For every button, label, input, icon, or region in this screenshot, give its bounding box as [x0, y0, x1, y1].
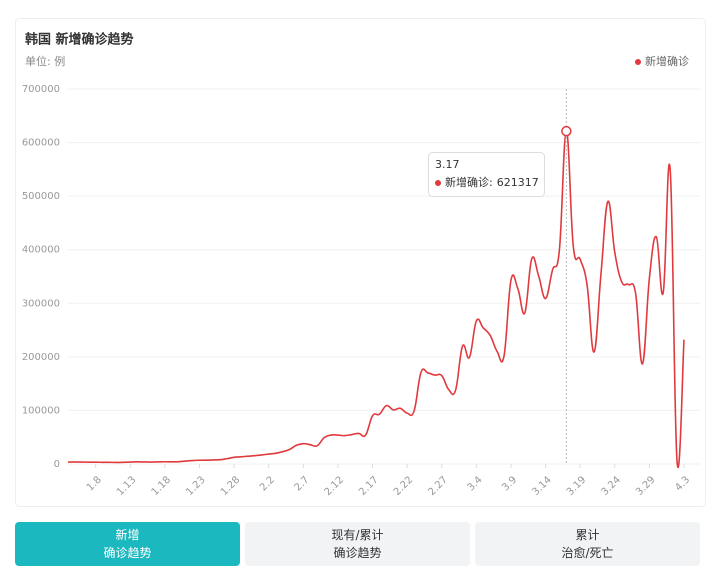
tab[interactable]: 现有/累计确诊趋势 [245, 522, 470, 566]
y-tick-label: 0 [54, 459, 60, 470]
chart: 韩国 新增确诊趋势 单位: 例 0 100000 200000 300000 40000… [15, 18, 706, 507]
tab-label: 新增 [115, 528, 140, 542]
y-tick-label: 300000 [22, 298, 60, 309]
tooltip-value: 621317 [497, 176, 539, 189]
chart-subtitle: 单位: 例 [25, 54, 65, 68]
legend-label: 新增确诊 [645, 54, 689, 68]
tooltip-title: 3.17 [435, 158, 460, 171]
tooltip-text: 新增确诊: 621317 [445, 175, 539, 189]
tab-label: 现有/累计 [331, 528, 384, 542]
y-tick-label: 700000 [22, 84, 60, 95]
tooltip-label: 新增确诊: [445, 175, 493, 189]
legend-dot [635, 59, 641, 65]
tab-label: 确诊趋势 [333, 546, 382, 560]
y-tick-label: 200000 [22, 352, 60, 363]
tooltip-dot [435, 180, 441, 186]
chart-title: 韩国 新增确诊趋势 [25, 32, 134, 48]
tab-label: 确诊趋势 [103, 546, 152, 560]
y-tick-label: 600000 [22, 138, 60, 149]
tab-label: 累计 [575, 528, 600, 542]
tab[interactable]: 累计治愈/死亡 [475, 522, 700, 566]
y-tick-label: 100000 [22, 405, 60, 416]
line [67, 130, 685, 468]
highlight-point [561, 125, 572, 137]
tab-label: 治愈/死亡 [561, 546, 614, 560]
y-tick-label: 400000 [22, 245, 60, 256]
y-tick-label: 500000 [22, 191, 60, 202]
card [15, 18, 706, 507]
tab[interactable]: 新增 确诊趋势 [15, 522, 240, 566]
tooltip-box [428, 152, 545, 197]
